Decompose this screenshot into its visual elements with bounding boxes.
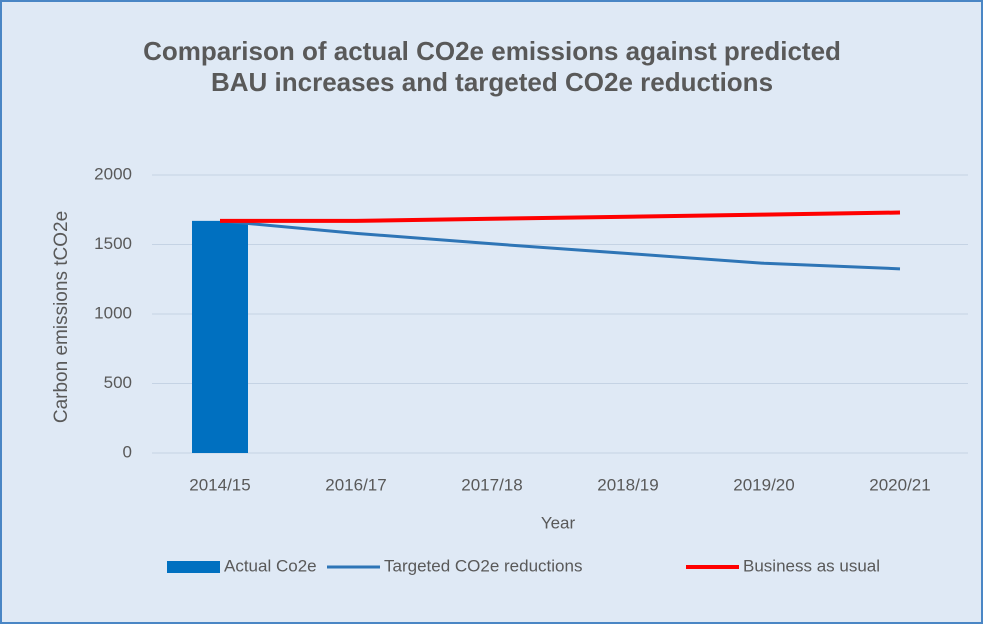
y-tick-label: 2000 (94, 164, 132, 183)
legend-swatch (167, 561, 220, 573)
x-tick-label: 2018/19 (597, 475, 658, 494)
y-tick-label: 500 (104, 373, 132, 392)
y-tick-label: 1000 (94, 303, 132, 322)
x-tick-label: 2017/18 (461, 475, 522, 494)
x-tick-label: 2020/21 (869, 475, 930, 494)
x-tick-label: 2016/17 (325, 475, 386, 494)
legend-label: Actual Co2e (224, 556, 317, 575)
x-axis-label: Year (541, 513, 576, 532)
y-tick-label: 1500 (94, 234, 132, 253)
x-tick-label: 2019/20 (733, 475, 794, 494)
y-axis-label: Carbon emissions tCO2e (51, 211, 72, 423)
x-tick-label: 2014/15 (189, 475, 250, 494)
line (219, 219, 901, 271)
bar (192, 220, 248, 453)
legend-label: Targeted CO2e reductions (384, 556, 582, 575)
chart-title: Comparison of actual CO2e emissions agai… (143, 36, 841, 97)
y-tick-label: 0 (123, 442, 132, 461)
legend-label: Business as usual (743, 556, 880, 575)
line (220, 210, 901, 223)
